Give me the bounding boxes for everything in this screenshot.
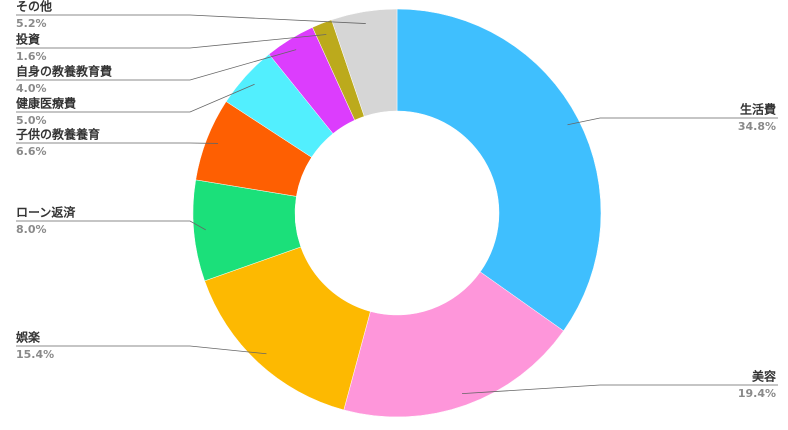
slice-value: 34.8% bbox=[738, 120, 776, 133]
slice-label: 子供の教養養育 bbox=[16, 127, 100, 142]
slice-label: ローン返済 bbox=[16, 205, 76, 220]
slice-value: 19.4% bbox=[738, 387, 776, 400]
slice-label: 投資 bbox=[16, 32, 40, 47]
slice-label: 健康医療費 bbox=[16, 96, 76, 111]
slice-value: 4.0% bbox=[16, 82, 47, 95]
slice bbox=[331, 8, 398, 117]
slice-label: 生活費 bbox=[740, 102, 776, 117]
leader-line bbox=[16, 83, 255, 113]
slice-label: 自身の教養教育費 bbox=[16, 64, 112, 79]
leader-line bbox=[16, 49, 297, 81]
slice-label: 美容 bbox=[752, 369, 776, 384]
slice bbox=[204, 246, 371, 411]
leader-line bbox=[16, 34, 327, 49]
slice-label: 娯楽 bbox=[16, 330, 41, 345]
slice-value: 15.4% bbox=[16, 348, 54, 361]
slice-value: 6.6% bbox=[16, 145, 47, 158]
slice-value: 5.0% bbox=[16, 114, 47, 127]
leader-line bbox=[16, 345, 267, 355]
slice-value: 5.2% bbox=[16, 17, 47, 30]
leader-line bbox=[16, 220, 206, 231]
slice-value: 8.0% bbox=[16, 223, 47, 236]
leader-line bbox=[462, 384, 778, 395]
slice bbox=[343, 271, 564, 418]
leader-line bbox=[16, 14, 366, 24]
leader-line bbox=[567, 117, 778, 126]
slice bbox=[396, 8, 602, 332]
slice-value: 1.6% bbox=[16, 50, 47, 63]
slice-label: その他 bbox=[16, 0, 52, 14]
